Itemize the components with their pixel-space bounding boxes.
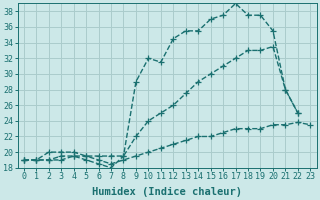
X-axis label: Humidex (Indice chaleur): Humidex (Indice chaleur) xyxy=(92,186,242,197)
